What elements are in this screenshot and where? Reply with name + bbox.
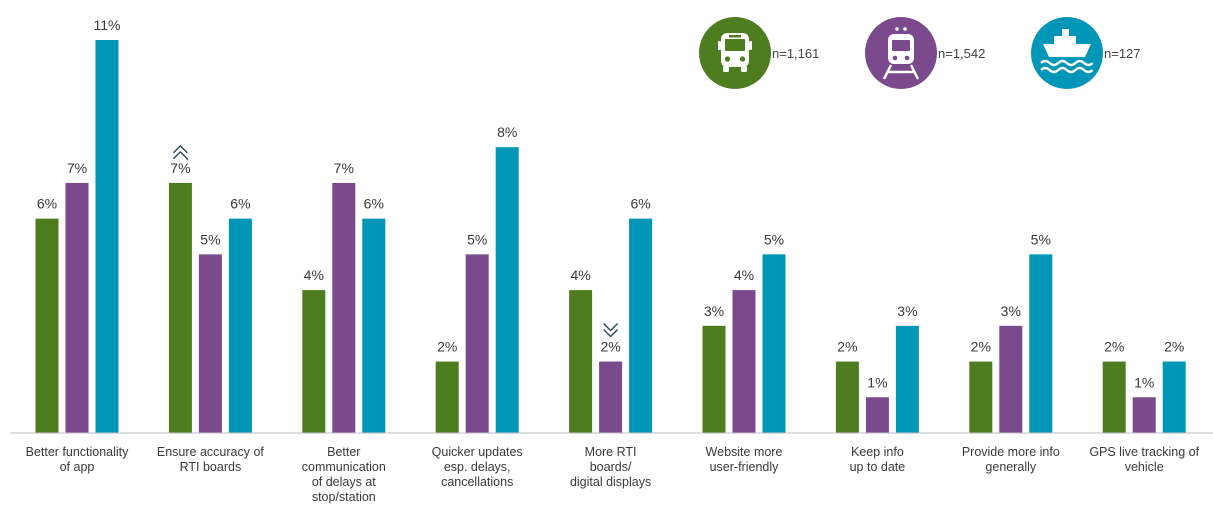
data-label: 6% (630, 196, 650, 212)
bar-9-bus (1102, 361, 1126, 433)
bar-7-bus (835, 361, 859, 433)
data-label: 3% (897, 303, 917, 319)
bar-8-train (999, 325, 1023, 433)
category-label: More RTI boards/digital displays (570, 445, 651, 489)
down-chevron-icon (603, 323, 619, 338)
bar-3-ferry (362, 218, 386, 433)
bus-icon (718, 33, 752, 72)
data-label: 2% (1104, 339, 1124, 355)
data-label: 3% (1001, 303, 1021, 319)
category-label: Better communication of delays at stop/stat… (302, 445, 386, 504)
value-labels-layer: 6% 7% 11% 7% 5% 6% 4% 7% 6% 2% 5% 8% 4% 2% 6% 3% 4% 5% 2% 1… (37, 17, 1184, 390)
bar-5-bus (569, 290, 593, 433)
bar-2-ferry (228, 218, 252, 433)
data-label: 5% (200, 231, 220, 247)
markers-layer (172, 145, 619, 338)
data-label: 4% (734, 267, 754, 283)
data-label: 2% (600, 339, 620, 355)
data-label: 7% (67, 160, 87, 176)
bar-3-bus (302, 290, 326, 433)
legend-label: n=1,542 (938, 46, 985, 61)
data-label: 2% (1164, 339, 1184, 355)
data-label: 4% (570, 267, 590, 283)
legend: n=1,161 n=1,542 n=127 (699, 17, 1141, 89)
legend-item-bus: n=1,161 (699, 17, 819, 89)
train-icon (882, 27, 920, 80)
data-label: 6% (230, 196, 250, 212)
data-label: 5% (1031, 231, 1051, 247)
legend-label: n=1,161 (772, 46, 819, 61)
bar-4-train (465, 254, 489, 433)
ferry-icon (1040, 29, 1094, 74)
data-label: 4% (304, 267, 324, 283)
bar-5-ferry (629, 218, 653, 433)
bar-6-train (732, 290, 756, 433)
data-label: 7% (170, 160, 190, 176)
category-label: Provide more info generally (962, 445, 1060, 474)
data-label: 2% (837, 339, 857, 355)
data-label: 5% (764, 231, 784, 247)
data-label: 1% (867, 374, 887, 390)
bar-3-train (332, 182, 356, 433)
bar-7-ferry (895, 325, 919, 433)
legend-item-ferry: n=127 (1031, 17, 1141, 89)
up-chevron-icon (172, 145, 189, 160)
data-label: 6% (37, 196, 57, 212)
bar-9-train (1132, 397, 1156, 433)
legend-item-train: n=1,542 (865, 17, 985, 89)
bar-8-ferry (1029, 254, 1053, 433)
bar-1-ferry (95, 40, 119, 433)
bar-1-bus (35, 218, 59, 433)
category-label: Ensure accuracy of RTI boards (157, 445, 265, 474)
bar-9-ferry (1162, 361, 1186, 433)
bar-6-bus (702, 325, 726, 433)
bar-8-bus (969, 361, 993, 433)
category-label: GPS live tracking of vehicle (1089, 445, 1199, 474)
category-label: Keep info up to date (850, 445, 906, 474)
data-label: 3% (704, 303, 724, 319)
bar-4-ferry (495, 147, 519, 433)
category-labels-layer: Better functionality of app Ensure accurac… (26, 445, 1200, 504)
data-label: 7% (334, 160, 354, 176)
category-label: Website more user-friendly (706, 445, 783, 474)
data-label: 5% (467, 231, 487, 247)
data-label: 8% (497, 124, 517, 140)
legend-label: n=127 (1104, 46, 1141, 61)
bar-6-ferry (762, 254, 786, 433)
bar-2-train (198, 254, 222, 433)
category-label: Better functionality of app (26, 445, 130, 474)
data-label: 2% (971, 339, 991, 355)
bar-1-train (65, 182, 89, 433)
data-label: 1% (1134, 374, 1154, 390)
data-label: 6% (364, 196, 384, 212)
data-label: 2% (437, 339, 457, 355)
bar-5-train (599, 361, 623, 433)
bars-layer (35, 40, 1186, 433)
category-label: Quicker updates esp. delays, cancellations (432, 445, 523, 489)
bar-4-bus (435, 361, 459, 433)
bar-2-bus (168, 182, 192, 433)
bar-7-train (865, 397, 889, 433)
data-label: 11% (94, 17, 121, 33)
